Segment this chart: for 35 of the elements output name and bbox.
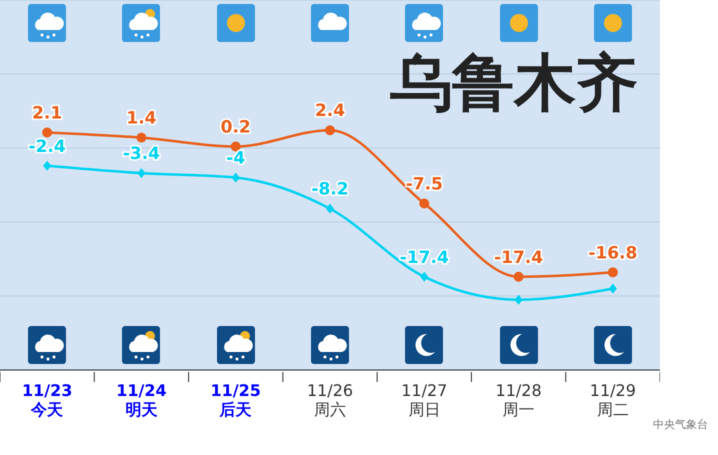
data-label: 2.4 — [314, 101, 346, 122]
point — [42, 127, 52, 138]
point — [136, 132, 146, 143]
data-label: -7.5 — [406, 174, 443, 194]
text: 中央气象台 — [653, 417, 708, 432]
point — [232, 172, 240, 183]
x-tick-label: 11/27 周日 — [401, 381, 448, 419]
data-label: -16.8 — [588, 243, 638, 264]
x-tick-label: 11/25 后天 — [210, 381, 261, 419]
data-label: -17.4 — [400, 248, 449, 268]
point — [230, 142, 241, 152]
point — [514, 294, 523, 305]
data-label: -17.4 — [494, 248, 544, 268]
x-tick-label: 11/29 周二 — [590, 381, 636, 419]
data-label: -8.2 — [311, 180, 349, 200]
x-tick-label: 11/23 今天 — [22, 381, 72, 419]
point — [137, 168, 146, 178]
point — [608, 284, 617, 294]
x-tick-label: 11/28 周一 — [496, 381, 542, 419]
x-tick-label: 11/24 明天 — [116, 381, 167, 419]
data-label: -2.4 — [28, 136, 66, 157]
data-label: 0.2 — [220, 118, 251, 138]
data-label: 1.4 — [126, 108, 157, 129]
data-label: 2.1 — [32, 103, 62, 124]
x-tick-label: 11/26 周六 — [306, 381, 354, 419]
point — [325, 125, 335, 136]
point — [420, 272, 428, 282]
point — [326, 204, 334, 214]
data-label: -3.4 — [122, 144, 160, 164]
text: 乌鲁木齐 — [390, 46, 638, 119]
point — [419, 198, 430, 208]
data-label: -4 — [226, 148, 246, 169]
point — [514, 272, 524, 282]
point — [43, 160, 52, 171]
point — [608, 267, 618, 278]
